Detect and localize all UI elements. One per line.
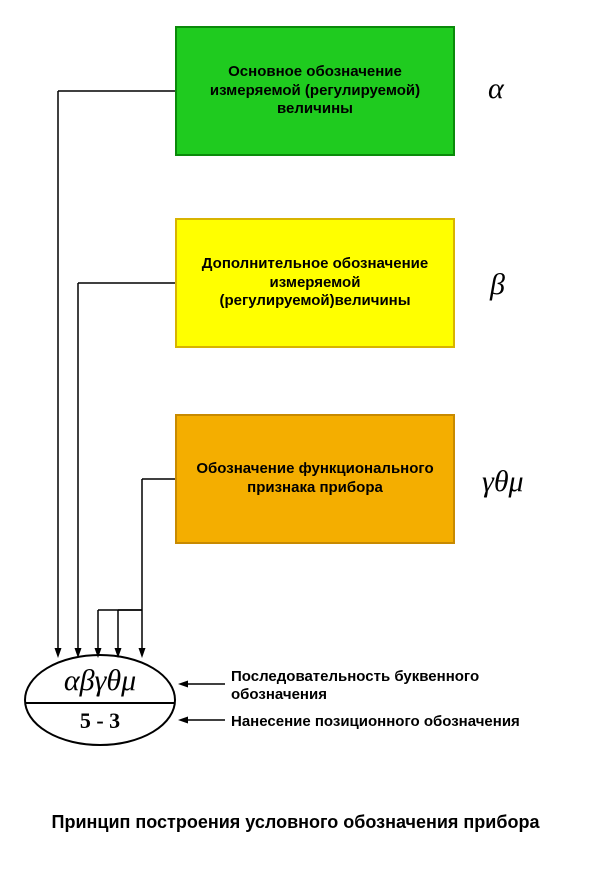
greek-alpha: α (488, 72, 504, 106)
greek-beta: β (490, 268, 505, 302)
ellipse-position-code: 5 - 3 (25, 708, 175, 734)
annotation-position-designation: Нанесение позиционного обозначения (231, 713, 520, 731)
greek-gamma-theta-mu: γθμ (482, 465, 524, 499)
box-additional-text: Дополнительное обозначение измеряемой (р… (187, 255, 443, 311)
box-functional-feature: Обозначение функционального признака при… (175, 414, 455, 544)
box-functional-text: Обозначение функционального признака при… (187, 460, 443, 498)
box-primary-text: Основное обозначение измеряемой (регулир… (187, 63, 443, 119)
box-primary-designation: Основное обозначение измеряемой (регулир… (175, 26, 455, 156)
caption-text: Принцип построения условного обозначения… (52, 812, 540, 832)
annotation-letter-sequence: Последовательность буквенногообозначения (231, 668, 479, 704)
diagram-caption: Принцип построения условного обозначения… (40, 812, 551, 833)
ellipse-bottom-text: 5 - 3 (80, 708, 120, 733)
box-additional-designation: Дополнительное обозначение измеряемой (р… (175, 218, 455, 348)
ellipse-top-text: αβγθμ (64, 664, 136, 697)
ellipse-letter-sequence: αβγθμ (25, 664, 175, 698)
